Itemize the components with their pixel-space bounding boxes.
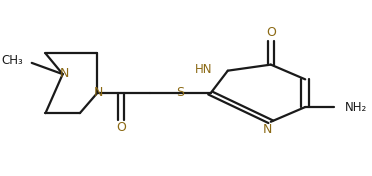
Text: CH₃: CH₃: [1, 54, 23, 67]
Text: N: N: [94, 86, 103, 99]
Text: O: O: [116, 121, 126, 134]
Text: O: O: [266, 26, 276, 39]
Text: N: N: [60, 67, 69, 80]
Text: NH₂: NH₂: [345, 100, 367, 114]
Text: HN: HN: [195, 63, 212, 76]
Text: N: N: [263, 123, 272, 136]
Text: S: S: [176, 86, 184, 99]
